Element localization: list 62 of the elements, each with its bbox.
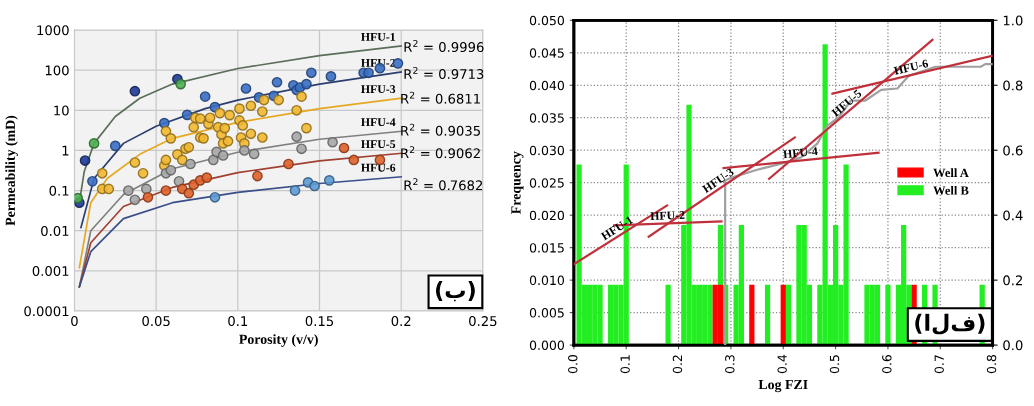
series-label: HFU-2 xyxy=(650,210,685,221)
annotation: R$^{2}$ = 0.9035 xyxy=(401,123,480,136)
y-tick-label: 0.001 xyxy=(32,266,69,277)
x-tick-label: 0.0 xyxy=(568,354,578,374)
y2-tick-label: 0.4 xyxy=(1003,210,1023,221)
y2-tick-label: 0.0 xyxy=(1003,340,1023,351)
x-tick-label: 0.2 xyxy=(391,316,411,327)
y-tick-label: 0.1 xyxy=(49,185,69,196)
y-tick-label: 1 xyxy=(62,145,69,156)
y2-tick-label: 0.2 xyxy=(1003,275,1023,286)
x-tick-label: 0.1 xyxy=(228,316,248,327)
y-tick-label: 0.020 xyxy=(529,210,565,221)
y-tick-label: 0.015 xyxy=(529,243,564,253)
text: HFU-6 xyxy=(893,59,929,75)
x-tick-label: 0.7 xyxy=(934,355,944,374)
annotation: (الف) xyxy=(915,313,985,335)
x-tick-label: 0.6 xyxy=(882,354,892,374)
annotation: R$^{2}$ = 0.6811 xyxy=(401,91,480,104)
series-label: HFU-4 xyxy=(361,118,396,127)
x-tick-label: 0.4 xyxy=(777,354,787,374)
x-tick-label: 0 xyxy=(71,316,78,327)
series-label: HFU-3 xyxy=(361,85,396,94)
y-tick-label: 0.000 xyxy=(529,340,565,351)
x-tick-label: 0.15 xyxy=(305,316,334,327)
series-label: HFU-1 xyxy=(361,32,396,41)
y-tick-label: 0.030 xyxy=(529,145,565,156)
annotation: R$^{2}$ = 0.7682 xyxy=(404,178,483,191)
y-axis-title: Frequency xyxy=(511,151,524,214)
series-label: HFU-6 xyxy=(361,163,396,172)
y-tick-label: 0.045 xyxy=(529,48,564,58)
x-tick-label: 0.2 xyxy=(672,355,683,374)
y-tick-label: 0.0001 xyxy=(24,306,69,317)
series-label: HFU-5 xyxy=(361,140,396,149)
x-axis-title: Porosity (v/v) xyxy=(239,334,318,347)
y2-tick-label: 0.8 xyxy=(1003,80,1023,91)
y-tick-label: 0.050 xyxy=(529,15,565,26)
x-tick-label: 0.05 xyxy=(142,316,170,327)
legend-label: Well A xyxy=(933,168,969,178)
y-tick-label: 0.010 xyxy=(529,275,565,286)
y-tick-label: 0.040 xyxy=(529,80,565,91)
annotation: R$^{2}$ = 0.9996 xyxy=(404,39,484,53)
y-tick-label: 0.005 xyxy=(529,308,564,318)
y2-tick-label: 1.0 xyxy=(1003,15,1023,26)
y-tick-label: 0.035 xyxy=(529,113,564,123)
y-tick-label: 10 xyxy=(54,105,69,116)
y-tick-label: 0.01 xyxy=(41,225,69,236)
y-axis-title: Permeability (mD) xyxy=(5,115,18,226)
y-tick-label: 100 xyxy=(45,65,69,76)
x-tick-label: 0.3 xyxy=(725,355,735,374)
x-tick-label: 0.25 xyxy=(469,316,497,327)
y-tick-label: 0.025 xyxy=(529,178,564,188)
x-axis-title: Log FZI xyxy=(758,380,808,393)
y2-tick-label: 0.6 xyxy=(1003,145,1023,156)
x-tick-label: 0.5 xyxy=(829,355,840,374)
x-tick-label: 0.1 xyxy=(620,355,630,374)
x-tick-label: 0.8 xyxy=(986,354,997,374)
legend-label: Well B xyxy=(933,185,969,195)
y-tick-label: 1000 xyxy=(37,25,69,36)
annotation: R$^{2}$ = 0.9713 xyxy=(404,66,484,79)
annotation: (ب) xyxy=(436,281,475,302)
text: HFU-4 xyxy=(782,147,818,159)
annotation: R$^{2}$ = 0.9062 xyxy=(401,146,480,159)
